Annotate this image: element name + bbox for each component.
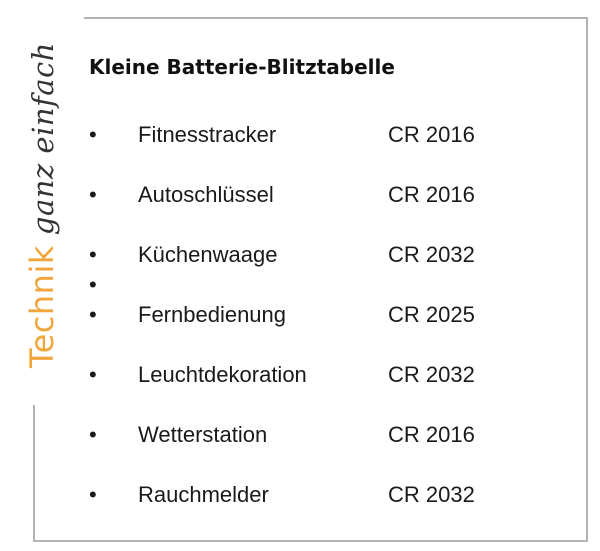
battery-type: CR 2016 xyxy=(388,182,475,207)
battery-type: CR 2032 xyxy=(388,362,475,387)
list-item: • Fitnesstracker CR 2016 xyxy=(0,120,560,150)
device-name: Fitnesstracker xyxy=(138,122,277,147)
device-name: Fernbedienung xyxy=(138,302,287,327)
bullet-icon: • xyxy=(89,182,97,207)
bullet-icon: • xyxy=(89,422,97,447)
list-item: • Fernbedienung CR 2025 xyxy=(0,300,560,330)
frame-top-border xyxy=(84,17,588,19)
list-item: • Rauchmelder CR 2032 xyxy=(0,480,560,510)
bullet-icon: • xyxy=(89,362,97,387)
list-item: • Wetterstation CR 2016 xyxy=(0,420,560,450)
bullet-icon: • xyxy=(89,302,97,327)
battery-type: CR 2016 xyxy=(388,422,475,447)
bullet-icon: • xyxy=(89,242,97,267)
device-name: Leuchtdekoration xyxy=(138,362,307,387)
list-item: • Autoschlüssel CR 2016 xyxy=(0,180,560,210)
bullet-icon: • xyxy=(89,272,97,297)
frame-right-border xyxy=(586,17,588,542)
battery-type: CR 2016 xyxy=(388,122,475,147)
page-title: Kleine Batterie-Blitztabelle xyxy=(89,55,395,79)
device-name: Küchenwaage xyxy=(138,242,278,267)
battery-type: CR 2032 xyxy=(388,482,475,507)
device-name: Wetterstation xyxy=(138,422,268,447)
bullet-icon: • xyxy=(89,482,97,507)
list-item: • Küchenwaage CR 2032 xyxy=(0,240,560,270)
device-name: Rauchmelder xyxy=(138,482,269,507)
battery-type: CR 2032 xyxy=(388,242,475,267)
battery-type: CR 2025 xyxy=(388,302,475,327)
bullet-icon: • xyxy=(89,122,97,147)
frame-bottom-border xyxy=(33,540,588,542)
frame-left-border xyxy=(33,405,35,542)
device-name: Autoschlüssel xyxy=(138,182,274,207)
list-item: • Leuchtdekoration CR 2032 xyxy=(0,360,560,390)
